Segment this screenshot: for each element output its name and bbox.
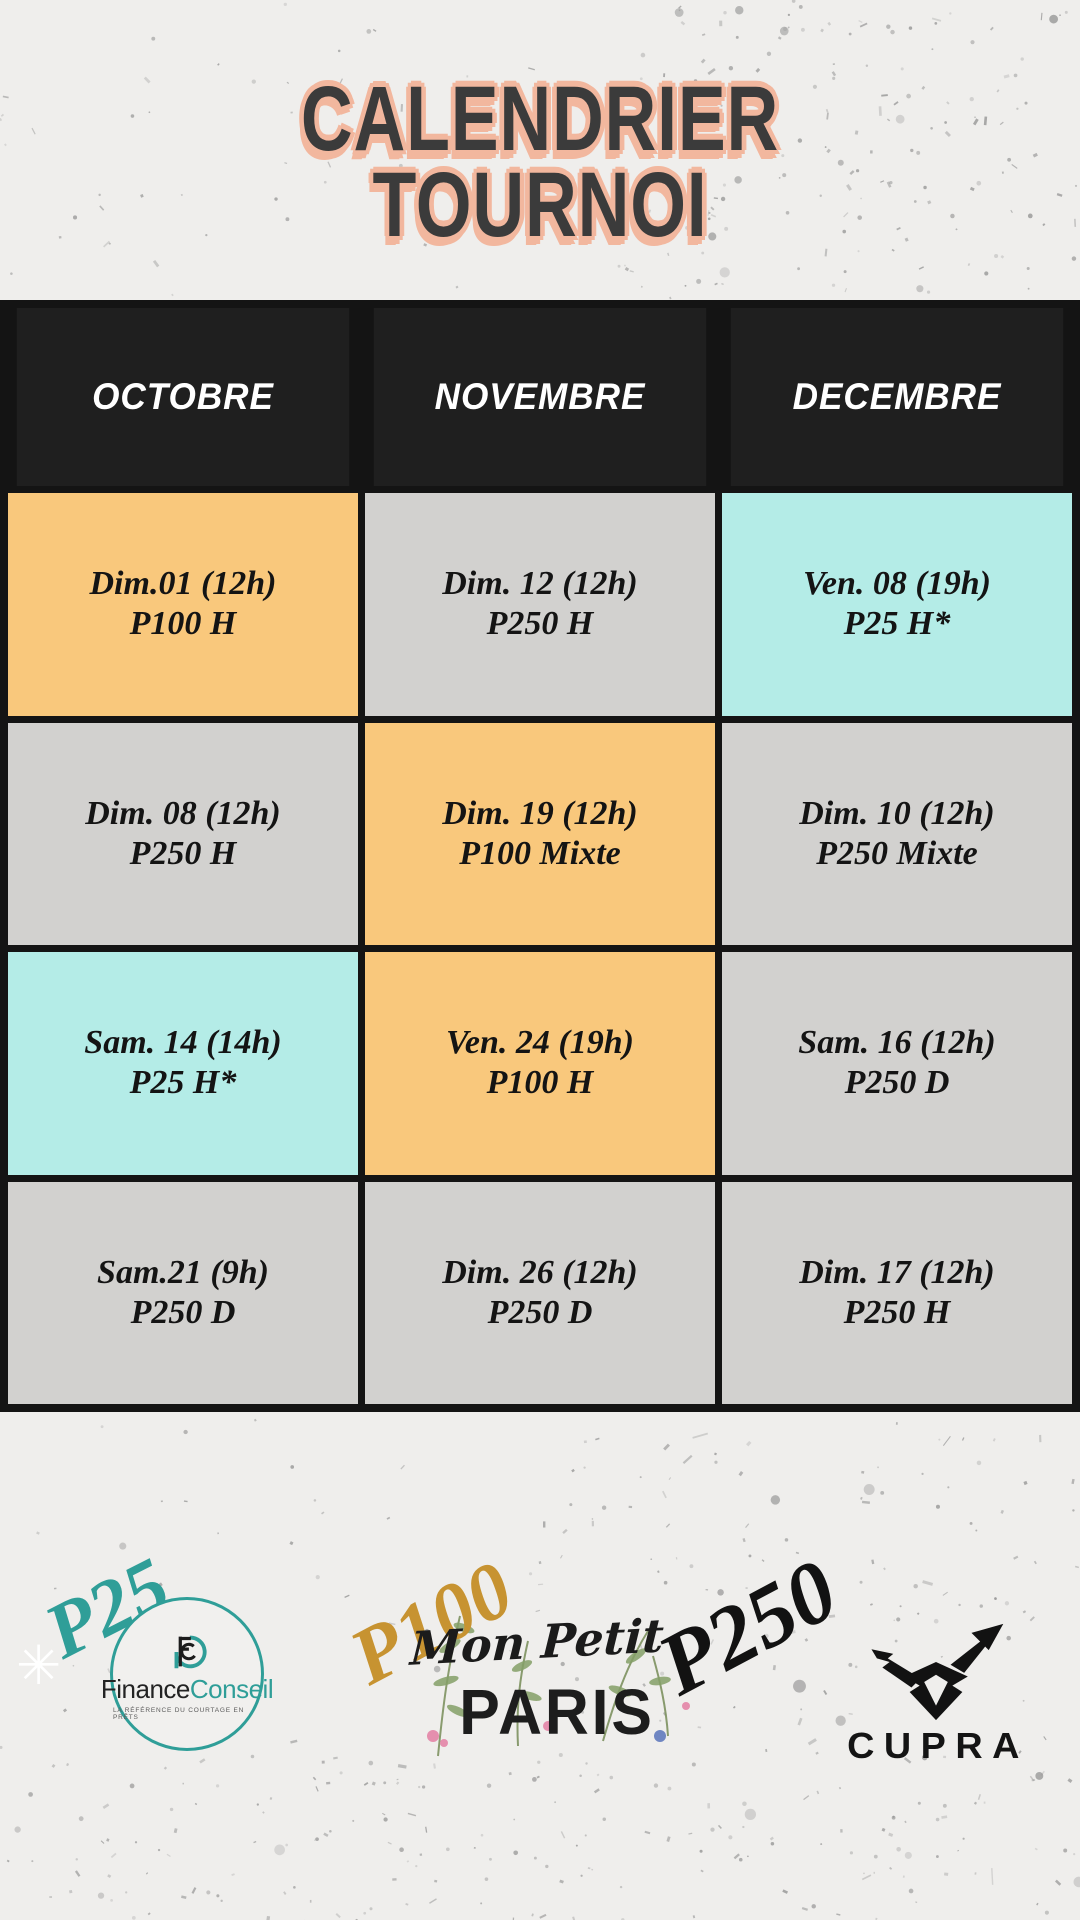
calendar-cell-nov-r3: Ven. 24 (19h) P100 H — [365, 952, 715, 1175]
cell-date: Dim. 19 (12h) — [442, 794, 638, 832]
cell-event: P100 H — [486, 1064, 594, 1102]
cell-event: P250 D — [487, 1293, 593, 1331]
cell-event: P25 H* — [129, 1064, 237, 1102]
asterisk-mark: ✳ — [16, 1636, 62, 1696]
cell-event: P250 H — [486, 605, 594, 643]
calendar-cell-dec-r4: Dim. 17 (12h) P250 H — [722, 1181, 1072, 1404]
cell-event: P250 H — [843, 1293, 951, 1331]
poster-title-line2: TOURNOI — [372, 154, 708, 256]
calendar-cell-dec-r1: Ven. 08 (19h) P25 H* — [722, 493, 1072, 716]
calendar-cell-oct-r3: Sam. 14 (14h) P25 H* — [8, 952, 358, 1175]
cell-event: P100 H — [129, 605, 237, 643]
month-header-decembre: DECEMBRE — [730, 308, 1064, 486]
calendar-cell-oct-r1: Dim.01 (12h) P100 H — [8, 493, 358, 716]
finance-conseil-fc-icon — [174, 1635, 207, 1668]
finance-conseil-tagline: LA RÉFÉRENCE DU COURTAGE EN PRÊTS — [113, 1706, 245, 1721]
cell-event: P250 Mixte — [816, 834, 978, 872]
brand-conseil: Conseil — [189, 1673, 274, 1704]
cell-event: P25 H* — [843, 605, 951, 643]
calendar-cell-nov-r1: Dim. 12 (12h) P250 H — [365, 493, 715, 716]
cell-event: P100 Mixte — [459, 834, 621, 872]
cell-date: Sam. 16 (12h) — [798, 1024, 996, 1062]
cell-event: P250 D — [130, 1293, 236, 1331]
cell-date: Dim. 26 (12h) — [442, 1253, 638, 1291]
cell-event: P250 D — [844, 1064, 950, 1102]
calendar-cell-oct-r4: Sam.21 (9h) P250 D — [8, 1181, 358, 1404]
calendar-cell-nov-r2: Dim. 19 (12h) P100 Mixte — [365, 722, 715, 945]
cell-date: Dim. 08 (12h) — [85, 794, 281, 832]
cupra-emblem-icon — [871, 1623, 1004, 1721]
cell-date: Sam.21 (9h) — [97, 1253, 269, 1291]
calendar-table: OCTOBRE NOVEMBRE DECEMBRE Dim.01 (12h) P… — [0, 300, 1080, 1412]
month-header-novembre: NOVEMBRE — [373, 308, 707, 486]
poster-title-line1: CALENDRIER — [300, 68, 780, 170]
cell-date: Dim.01 (12h) — [89, 565, 277, 603]
calendar-cell-dec-r2: Dim. 10 (12h) P250 Mixte — [722, 722, 1072, 945]
finance-conseil-wordmark: FinanceConseil — [100, 1673, 274, 1704]
paris-wordmark: PARIS — [459, 1676, 655, 1748]
finance-conseil-logo: FinanceConseil LA RÉFÉRENCE DU COURTAGE … — [101, 1597, 274, 1751]
cell-date: Ven. 24 (19h) — [446, 1024, 634, 1062]
cell-date: Dim. 12 (12h) — [442, 565, 638, 603]
calendar-cell-nov-r4: Dim. 26 (12h) P250 D — [365, 1181, 715, 1404]
poster-title: CALENDRIER TOURNOI — [119, 68, 961, 256]
calendar-cell-oct-r2: Dim. 08 (12h) P250 H — [8, 722, 358, 945]
cell-event: P250 H — [129, 834, 237, 872]
calendar-cell-dec-r3: Sam. 16 (12h) P250 D — [722, 952, 1072, 1175]
cell-date: Dim. 10 (12h) — [799, 794, 995, 832]
cell-date: Sam. 14 (14h) — [84, 1024, 282, 1062]
brand-finance: Finance — [100, 1673, 191, 1704]
cell-date: Dim. 17 (12h) — [799, 1253, 995, 1291]
foliage-decoration — [427, 1615, 690, 1757]
cell-date: Ven. 08 (19h) — [803, 565, 991, 603]
cupra-wordmark: CUPRA — [847, 1725, 1029, 1766]
month-header-octobre: OCTOBRE — [16, 308, 350, 486]
